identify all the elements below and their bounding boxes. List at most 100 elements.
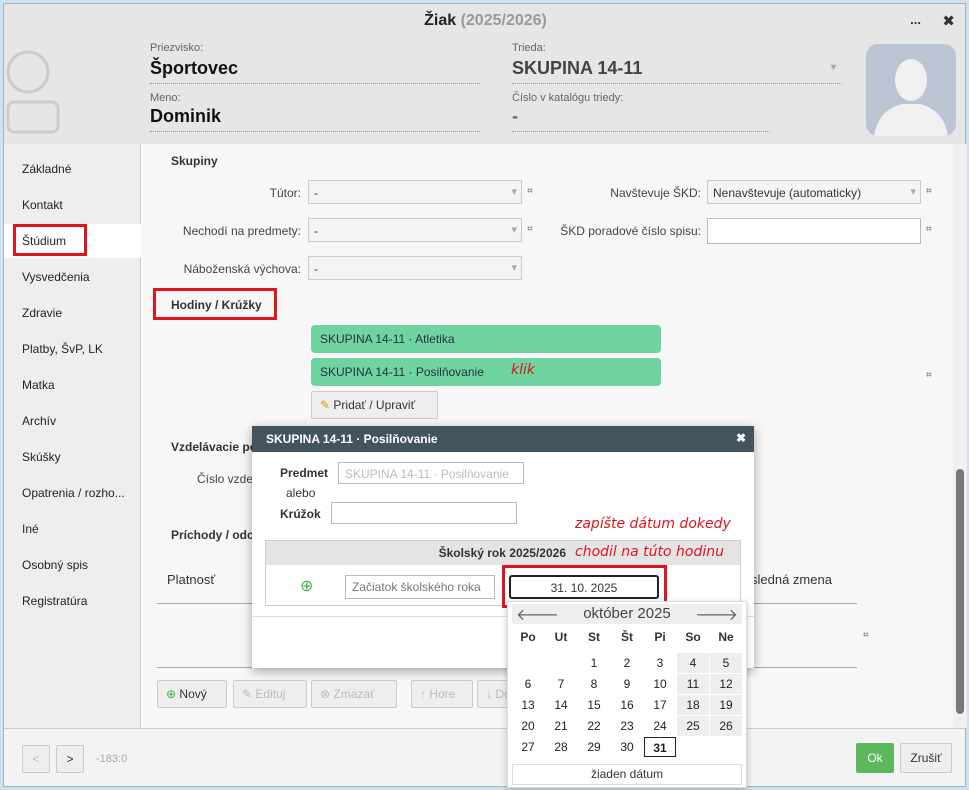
ok-button[interactable]: Ok bbox=[856, 743, 894, 773]
calendar-day[interactable]: 8 bbox=[590, 677, 598, 691]
surname-label: Priezvisko: bbox=[150, 42, 204, 54]
religion-label: Náboženská výchova: bbox=[183, 262, 301, 276]
calendar-day[interactable]: 14 bbox=[554, 698, 568, 712]
calendar-day[interactable]: 28 bbox=[554, 740, 568, 754]
prev-button[interactable]: < bbox=[22, 745, 50, 773]
hash-icon[interactable]: ⌗ bbox=[926, 186, 932, 197]
calendar-day[interactable]: 15 bbox=[587, 698, 601, 712]
calendar-day[interactable]: 3 bbox=[656, 656, 664, 670]
highlight-box bbox=[13, 224, 87, 256]
hash-icon[interactable]: ⌗ bbox=[926, 224, 932, 235]
calendar-day[interactable]: 2 bbox=[623, 656, 631, 670]
calendar-day[interactable]: 4 bbox=[677, 653, 709, 673]
calendar-day[interactable]: 18 bbox=[677, 695, 709, 715]
hour-chip[interactable]: SKUPINA 14-11 · Posilňovanie bbox=[311, 358, 661, 386]
sidebar-item[interactable]: Základné bbox=[22, 162, 72, 176]
calendar-day[interactable]: 10 bbox=[653, 677, 667, 691]
calendar-day[interactable]: 30 bbox=[620, 740, 634, 754]
calendar-day[interactable]: 16 bbox=[620, 698, 634, 712]
calendar-day[interactable]: 25 bbox=[677, 716, 709, 736]
sidebar-item[interactable]: Osobný spis bbox=[22, 558, 89, 572]
scrollbar[interactable] bbox=[953, 144, 967, 728]
sidebar-item[interactable]: Štúdium bbox=[4, 224, 144, 258]
end-date-input[interactable]: 31. 10. 2025 bbox=[509, 575, 659, 599]
not-attending-select[interactable]: - bbox=[308, 218, 522, 242]
no-date-button[interactable]: žiaden dátum bbox=[512, 764, 742, 785]
avatar[interactable] bbox=[866, 44, 956, 136]
hour-chip[interactable]: SKUPINA 14-11 · Atletika bbox=[311, 325, 661, 353]
name-label: Meno: bbox=[150, 92, 181, 104]
annotation-click: klik bbox=[511, 362, 535, 378]
up-button[interactable]: ↑ Hore bbox=[411, 680, 473, 708]
hash-icon[interactable]: ⌗ bbox=[926, 370, 932, 381]
subject-input[interactable]: SKUPINA 14-11 · Posilňovanie bbox=[338, 462, 524, 484]
calendar-day[interactable]: 9 bbox=[623, 677, 631, 691]
footer: < > -183:0 Ok Zrušiť bbox=[4, 728, 965, 786]
class-label: Trieda: bbox=[512, 42, 546, 54]
more-button[interactable]: ... bbox=[910, 12, 921, 27]
user-silhouette-icon bbox=[6, 50, 60, 134]
sidebar-item[interactable]: Kontakt bbox=[22, 198, 63, 212]
calendar-day[interactable]: 24 bbox=[653, 719, 667, 733]
sidebar-item[interactable]: Zdravie bbox=[22, 306, 63, 320]
close-button[interactable]: ✖ bbox=[942, 13, 955, 30]
sidebar-item[interactable]: Registratúra bbox=[22, 594, 88, 608]
calendar-day[interactable]: 12 bbox=[710, 674, 742, 694]
calendar-day[interactable]: 27 bbox=[521, 740, 535, 754]
calendar-day[interactable]: 7 bbox=[557, 677, 565, 691]
calendar-day[interactable]: 5 bbox=[710, 653, 742, 673]
add-edit-button[interactable]: ✎ Pridať / Upraviť bbox=[311, 391, 438, 419]
calendar-day[interactable]: 26 bbox=[710, 716, 742, 736]
catalog-label: Číslo v katalógu triedy: bbox=[512, 92, 624, 104]
sidebar-item[interactable]: Opatrenia / rozho... bbox=[22, 486, 125, 500]
edit-button[interactable]: ✎ Edituj bbox=[233, 680, 307, 708]
name-field[interactable]: Dominik bbox=[150, 106, 480, 132]
sidebar-item[interactable]: Platby, ŠvP, LK bbox=[22, 342, 103, 356]
class-select[interactable]: SKUPINA 14-11 ▾ bbox=[512, 58, 842, 84]
tutor-select[interactable]: - bbox=[308, 180, 522, 204]
new-button[interactable]: ⊕ Nový bbox=[157, 680, 227, 708]
prev-month-icon[interactable]: 🡐 bbox=[516, 607, 559, 624]
calendar-day[interactable]: 22 bbox=[587, 719, 601, 733]
hash-icon[interactable]: ⌗ bbox=[527, 224, 533, 235]
add-row-icon[interactable]: ⊕ bbox=[300, 578, 314, 595]
calendar-header: 🡐 október 2025 🡒 bbox=[512, 604, 742, 624]
sidebar: Základné Kontakt Štúdium Vysvedčenia Zdravie… bbox=[4, 144, 144, 728]
calendar-day[interactable]: 11 bbox=[677, 674, 709, 694]
delete-button[interactable]: ⊗ Zmazať bbox=[311, 680, 397, 708]
hash-icon[interactable]: ⌗ bbox=[863, 630, 869, 641]
religion-select[interactable]: - bbox=[308, 256, 522, 280]
skd-select[interactable]: Nenavštevuje (automaticky) bbox=[707, 180, 921, 204]
surname-field[interactable]: Športovec bbox=[150, 58, 480, 84]
dialog-close-icon[interactable]: ✖ bbox=[735, 431, 746, 445]
calendar-day[interactable]: 31 bbox=[644, 737, 676, 757]
calendar-day[interactable]: 13 bbox=[521, 698, 535, 712]
calendar-day[interactable]: 20 bbox=[521, 719, 535, 733]
cancel-button[interactable]: Zrušiť bbox=[900, 743, 952, 773]
calendar-day[interactable]: 23 bbox=[620, 719, 634, 733]
weekday-label: Št bbox=[621, 630, 633, 644]
sidebar-item[interactable]: Archív bbox=[22, 414, 57, 428]
sidebar-item[interactable]: Vysvedčenia bbox=[22, 270, 90, 284]
calendar-day[interactable]: 6 bbox=[524, 677, 532, 691]
calendar-day[interactable]: 21 bbox=[554, 719, 568, 733]
skd-num-input[interactable] bbox=[707, 218, 921, 244]
club-input[interactable] bbox=[331, 502, 517, 524]
start-date-input[interactable]: Začiatok školského roka bbox=[345, 575, 495, 599]
sidebar-item[interactable]: Skúšky bbox=[22, 450, 61, 464]
catalog-field[interactable]: - bbox=[512, 106, 770, 132]
next-month-icon[interactable]: 🡒 bbox=[695, 607, 738, 624]
calendar-day[interactable]: 29 bbox=[587, 740, 601, 754]
hash-icon[interactable]: ⌗ bbox=[527, 186, 533, 197]
sidebar-item[interactable]: Iné bbox=[22, 522, 39, 536]
next-button[interactable]: > bbox=[56, 745, 84, 773]
sidebar-item[interactable]: Matka bbox=[22, 378, 55, 392]
subject-label: Predmet bbox=[280, 466, 329, 480]
student-window: Žiak (2025/2026) ... ✖ Priezvisko: Šport… bbox=[3, 3, 967, 787]
calendar-day[interactable]: 1 bbox=[590, 656, 598, 670]
dialog-header: SKUPINA 14-11 · Posilňovanie ✖ bbox=[252, 426, 754, 452]
calendar-day[interactable]: 17 bbox=[653, 698, 667, 712]
window-title: Žiak (2025/2026) bbox=[424, 12, 547, 29]
calendar-day[interactable]: 19 bbox=[710, 695, 742, 715]
not-attending-label: Nechodí na predmety: bbox=[182, 224, 301, 238]
